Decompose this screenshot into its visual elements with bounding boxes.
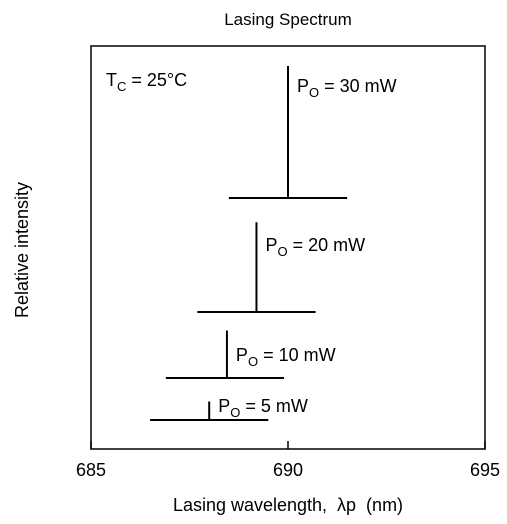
series-label: PO = 10 mW	[236, 345, 336, 369]
spectrum-series: PO = 5 mW	[150, 396, 308, 421]
series-label-main: P	[297, 76, 309, 96]
series-label-rest: = 30 mW	[319, 76, 397, 96]
series-label-sub: O	[309, 85, 319, 100]
annotation-rest: = 25°C	[126, 70, 187, 90]
x-tick-label: 685	[76, 460, 106, 480]
series-label-sub: O	[248, 354, 258, 369]
x-tick-label: 695	[470, 460, 500, 480]
spectrum-series: PO = 20 mW	[197, 222, 365, 313]
series-label: PO = 20 mW	[265, 235, 365, 259]
series-label-sub: O	[277, 244, 287, 259]
annotation-sub: C	[117, 79, 126, 94]
spectrum-series: PO = 30 mW	[228, 66, 397, 199]
series-label-main: P	[265, 235, 277, 255]
x-axis-label: Lasing wavelength, λp (nm)	[173, 495, 403, 515]
chart-title: Lasing Spectrum	[224, 10, 352, 29]
series-label-main: P	[218, 396, 230, 416]
temperature-annotation: TC = 25°C	[106, 70, 187, 94]
series-label-rest: = 20 mW	[288, 235, 366, 255]
series-label-sub: O	[230, 405, 240, 420]
x-tick-label: 690	[273, 460, 303, 480]
series-label-rest: = 10 mW	[258, 345, 336, 365]
series-label-rest: = 5 mW	[240, 396, 308, 416]
x-axis-ticks	[90, 441, 486, 449]
y-axis-label: Relative intensity	[12, 182, 32, 318]
series-label: PO = 30 mW	[297, 76, 397, 100]
spectrum-series: PO = 10 mW	[165, 330, 336, 379]
annotation-main: T	[106, 70, 117, 90]
x-axis-tick-labels: 685 690 695	[76, 460, 500, 480]
series-label: PO = 5 mW	[218, 396, 308, 420]
series-label-main: P	[236, 345, 248, 365]
